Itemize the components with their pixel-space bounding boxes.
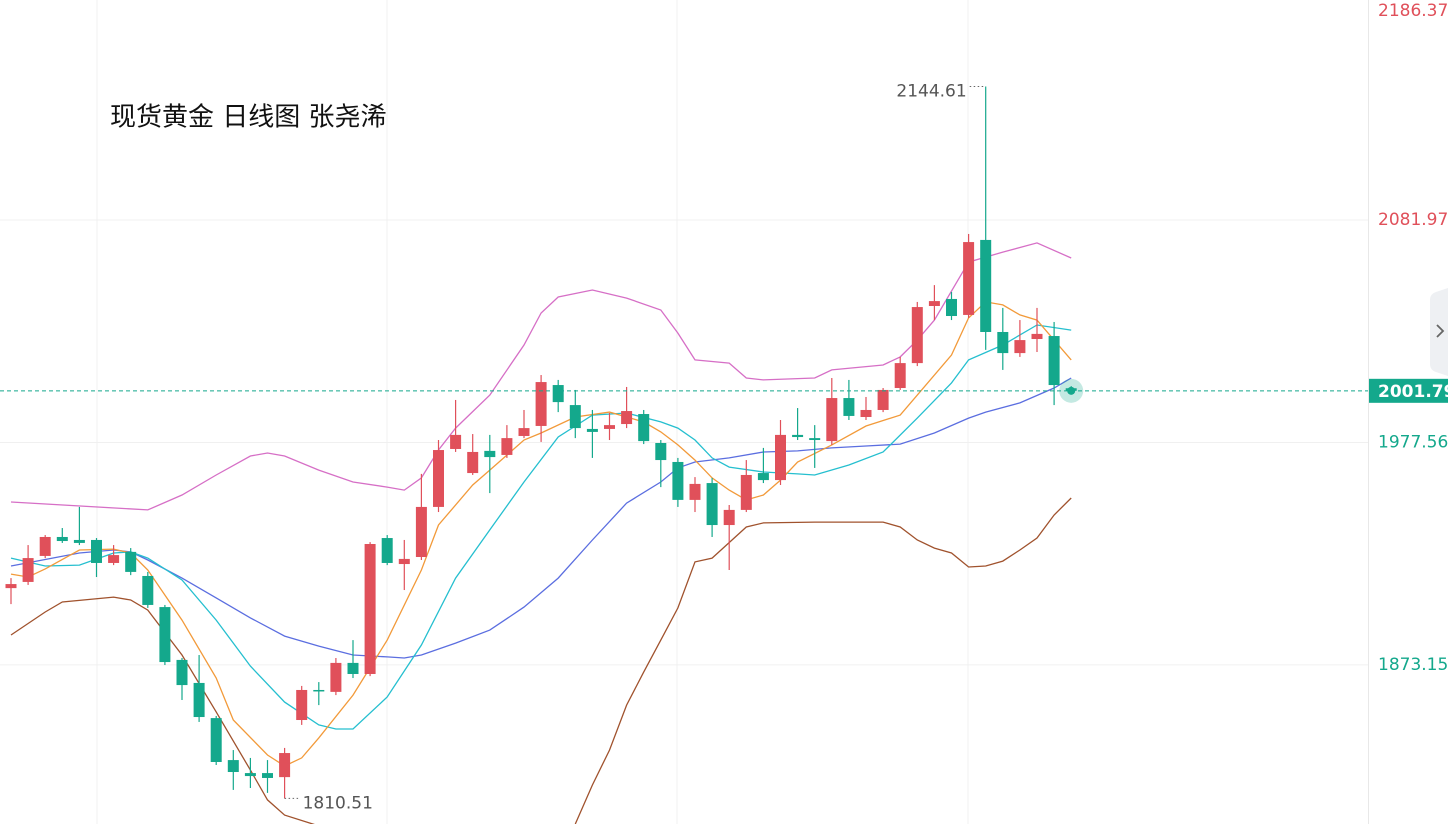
candle-body — [313, 689, 325, 692]
candle-body — [193, 682, 205, 718]
candle-body — [604, 425, 615, 429]
candle-body — [244, 773, 256, 777]
candle-body — [176, 659, 188, 686]
candle-body — [740, 474, 752, 510]
candle-body — [142, 575, 154, 605]
candle-body — [467, 451, 479, 474]
candle-body — [672, 461, 684, 500]
candle-body — [518, 428, 530, 436]
candle-body — [262, 773, 273, 778]
candle-body — [347, 662, 359, 674]
low-annotation: 1810.51 — [303, 793, 373, 813]
candle-body — [638, 414, 650, 442]
candle-body — [723, 509, 735, 526]
candle-body — [1014, 340, 1026, 354]
grid — [96, 0, 969, 824]
candle-body — [980, 239, 992, 332]
candle-body — [894, 363, 906, 389]
y-tick-label: 2186.37 — [1378, 1, 1448, 21]
candle-body — [1031, 333, 1043, 340]
candle-body — [946, 298, 957, 317]
candle-body — [655, 443, 667, 461]
candle-body — [279, 753, 291, 778]
candle-body — [860, 409, 872, 418]
candle-body — [997, 331, 1009, 354]
candle-body — [501, 438, 513, 455]
side-tab-arrow[interactable] — [1436, 324, 1445, 338]
chart-title: 现货黄金 日线图 张尧浠 — [110, 103, 387, 133]
candle-body — [91, 539, 102, 563]
candle-body — [757, 473, 769, 481]
candle-body — [826, 398, 838, 442]
candle-body — [792, 434, 804, 438]
candle-body — [569, 405, 581, 429]
candle-body — [56, 536, 68, 542]
candle-body — [484, 450, 496, 458]
last-price-label: 2001.79 — [1378, 382, 1448, 402]
candle-body — [911, 307, 923, 364]
candle-body — [775, 434, 786, 481]
candle-body — [621, 411, 633, 425]
candle-body — [210, 718, 222, 762]
indicator-line — [10, 242, 1072, 511]
candle-body — [877, 389, 889, 410]
candle-body — [364, 544, 376, 674]
candle-body — [689, 483, 701, 500]
candle-body — [450, 434, 462, 449]
high-annotation: 2144.61 — [896, 81, 966, 101]
candle-body — [159, 607, 171, 663]
last-price-box — [1369, 378, 1448, 403]
y-tick-label: 2081.97 — [1378, 210, 1448, 230]
candle-body — [706, 483, 718, 526]
candle-body — [843, 398, 855, 416]
candle-body — [586, 428, 598, 432]
candle-body — [928, 301, 940, 306]
side-tab-shape[interactable] — [1430, 288, 1448, 376]
candle-body — [108, 555, 120, 563]
indicator-line — [10, 377, 1072, 659]
candle-body — [227, 760, 239, 773]
candle-body — [552, 385, 564, 403]
candle-body — [22, 558, 34, 582]
candle-body — [433, 450, 444, 507]
last-price-dot — [1067, 386, 1076, 395]
candle-body — [330, 662, 342, 692]
y-tick-label: 1873.15 — [1378, 655, 1448, 675]
candle-body — [39, 536, 51, 556]
candle-body — [73, 539, 85, 543]
candle-body — [398, 558, 410, 565]
candle-body — [381, 538, 393, 563]
side-tab[interactable] — [1430, 288, 1448, 376]
candle-body — [415, 506, 427, 558]
indicator-line — [10, 324, 1072, 730]
candle-body — [125, 551, 137, 572]
candle-body — [1048, 336, 1060, 386]
candle-body — [296, 689, 308, 721]
y-tick-label: 1977.56 — [1378, 432, 1448, 452]
indicator-line — [10, 301, 1072, 767]
candle-body — [5, 584, 17, 589]
candle-body — [809, 438, 821, 441]
candle-body — [535, 382, 547, 426]
candle-body — [963, 242, 975, 315]
